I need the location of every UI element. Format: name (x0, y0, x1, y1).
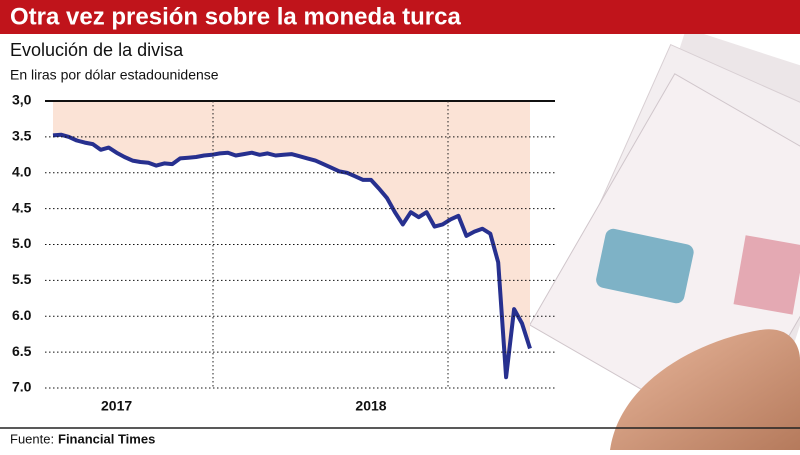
y-tick-label: 5.0 (12, 235, 32, 251)
area (53, 101, 530, 378)
banknotes-photo (529, 28, 800, 450)
y-tick-label: 6.5 (12, 343, 32, 359)
y-tick-label: 5.5 (12, 271, 32, 287)
y-tick-label: 3,0 (12, 92, 32, 108)
chart-title: Otra vez presión sobre la moneda turca (10, 3, 461, 30)
x-tick-label: 2017 (101, 398, 132, 414)
y-axis-label: En liras por dólar estadounidense (10, 67, 219, 83)
y-tick-label: 4.5 (12, 199, 32, 215)
y-tick-label: 4.0 (12, 163, 32, 179)
subtitle: Evolución de la divisa (10, 40, 184, 60)
y-tick-label: 7.0 (12, 379, 32, 395)
line (52, 132, 532, 380)
x-tick-label: 2018 (355, 398, 386, 414)
source-label: Fuente: (10, 431, 54, 446)
source: Financial Times (58, 431, 155, 446)
y-tick-label: 6.0 (12, 307, 32, 323)
title-bar (0, 0, 800, 34)
y-tick-label: 3.5 (12, 128, 32, 144)
plot: 3,0 3.5 4.0 4.5 5.0 5.5 6.0 6.5 7.0 2017 2018 (12, 92, 555, 414)
